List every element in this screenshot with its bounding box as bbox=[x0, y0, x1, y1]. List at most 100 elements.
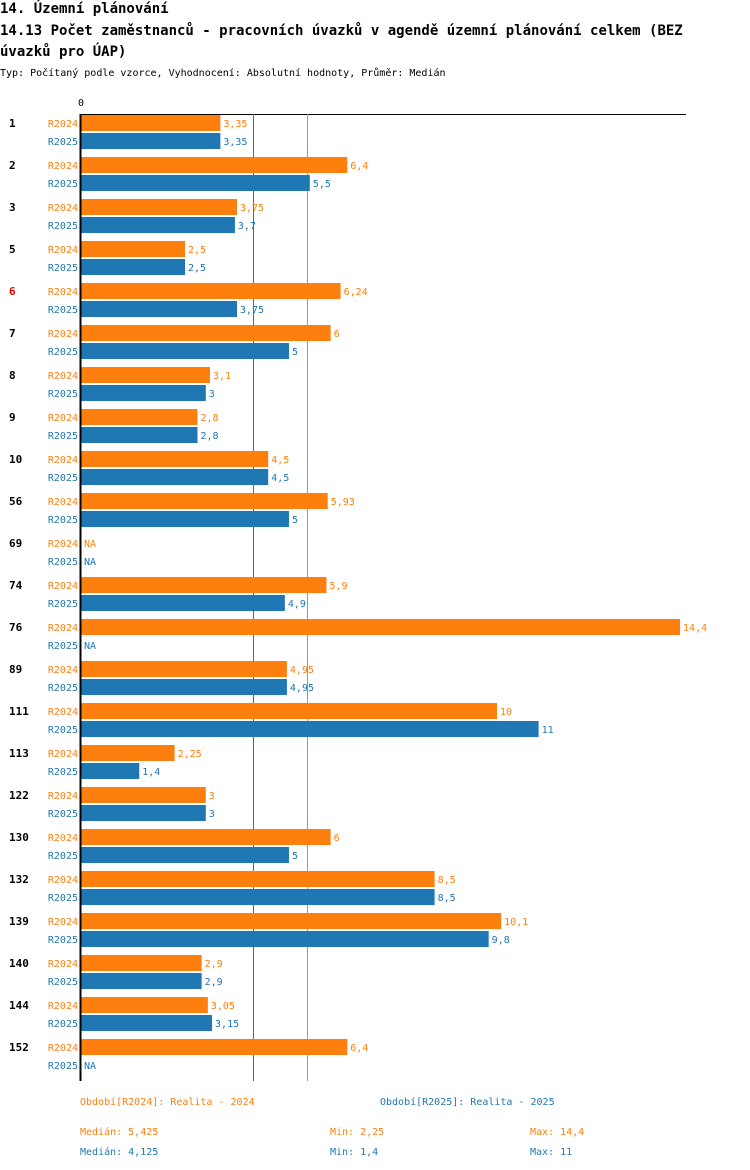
series-label-r2025: R2025 bbox=[48, 305, 78, 316]
category-label: 3 bbox=[9, 201, 16, 214]
value-label-r2024: 2,8 bbox=[200, 413, 218, 424]
value-label-r2025: 2,9 bbox=[205, 977, 223, 988]
bar-r2024 bbox=[81, 283, 341, 299]
value-label-r2025: 11 bbox=[542, 725, 554, 736]
category-label: 7 bbox=[9, 327, 16, 340]
value-label-r2024: 5,93 bbox=[331, 497, 355, 508]
series-label-r2024: R2024 bbox=[48, 665, 78, 676]
value-label-r2025: 4,5 bbox=[271, 473, 289, 484]
value-label-r2025: 3,35 bbox=[223, 137, 247, 148]
category-label: 6 bbox=[9, 285, 16, 298]
bar-r2025 bbox=[81, 889, 435, 905]
bar-chart: 0 1 R2024 3,35 R2025 3,35 2 R2024 6,4 R2025 5,5 3 R2… bbox=[9, 98, 707, 1081]
series-label-r2024: R2024 bbox=[48, 287, 78, 298]
value-label-r2025: 3 bbox=[209, 389, 215, 400]
bar-r2024 bbox=[81, 787, 206, 803]
series-label-r2025: R2025 bbox=[48, 851, 78, 862]
value-label-r2024: 2,5 bbox=[188, 245, 206, 256]
legend-r2025: Období[R2025]: Realita - 2025 bbox=[380, 1097, 555, 1108]
value-label-r2025: 3,7 bbox=[238, 221, 256, 232]
legend-r2024: Období[R2024]: Realita - 2024 bbox=[80, 1097, 255, 1108]
category-label: 2 bbox=[9, 159, 16, 172]
value-label-r2024: 6,4 bbox=[350, 1043, 368, 1054]
value-label-r2024: 14,4 bbox=[683, 623, 707, 634]
series-label-r2025: R2025 bbox=[48, 1019, 78, 1030]
value-label-r2024: 10 bbox=[500, 707, 512, 718]
bar-r2024 bbox=[81, 745, 175, 761]
value-label-r2025: 2,8 bbox=[200, 431, 218, 442]
series-label-r2025: R2025 bbox=[48, 179, 78, 190]
bar-r2025 bbox=[81, 847, 289, 863]
series-label-r2024: R2024 bbox=[48, 203, 78, 214]
category-label: 89 bbox=[9, 663, 22, 676]
category-label: 139 bbox=[9, 915, 29, 928]
category-label: 5 bbox=[9, 243, 16, 256]
bar-r2024 bbox=[81, 955, 202, 971]
bar-r2025 bbox=[81, 931, 489, 947]
stat-min-r2024: Min: 2,25 bbox=[330, 1127, 385, 1138]
series-label-r2025: R2025 bbox=[48, 431, 78, 442]
series-label-r2024: R2024 bbox=[48, 1001, 78, 1012]
bar-r2024 bbox=[81, 997, 208, 1013]
category-label: 132 bbox=[9, 873, 29, 886]
bar-r2025 bbox=[81, 259, 185, 275]
category-label: 8 bbox=[9, 369, 16, 382]
bar-r2025 bbox=[81, 973, 202, 989]
value-label-r2024: 2,9 bbox=[205, 959, 223, 970]
page-title: 14. Územní plánování bbox=[0, 1, 169, 17]
chart-meta: Typ: Počítaný podle vzorce, Vyhodnocení:… bbox=[0, 68, 446, 79]
value-label-r2024: 6 bbox=[334, 833, 340, 844]
series-label-r2025: R2025 bbox=[48, 683, 78, 694]
value-label-r2024: 3 bbox=[209, 791, 215, 802]
bar-r2025 bbox=[81, 175, 310, 191]
value-label-r2025: 5 bbox=[292, 347, 298, 358]
series-label-r2024: R2024 bbox=[48, 749, 78, 760]
bar-r2025 bbox=[81, 511, 289, 527]
bar-r2024 bbox=[81, 577, 327, 593]
bar-r2025 bbox=[81, 301, 237, 317]
bar-r2025 bbox=[81, 427, 198, 443]
stat-median-r2025: Medián: 4,125 bbox=[80, 1147, 159, 1158]
bar-r2024 bbox=[81, 451, 269, 467]
series-label-r2024: R2024 bbox=[48, 455, 78, 466]
bar-r2024 bbox=[81, 913, 502, 929]
series-label-r2024: R2024 bbox=[48, 707, 78, 718]
bar-r2024 bbox=[81, 115, 221, 131]
category-label: 76 bbox=[9, 621, 23, 634]
series-label-r2025: R2025 bbox=[48, 515, 78, 526]
value-label-r2025: 3 bbox=[209, 809, 215, 820]
value-label-r2025: 8,5 bbox=[438, 893, 456, 904]
value-label-r2024: 3,1 bbox=[213, 371, 231, 382]
series-label-r2024: R2024 bbox=[48, 623, 78, 634]
value-label-r2025: 3,75 bbox=[240, 305, 264, 316]
bar-r2024 bbox=[81, 241, 185, 257]
value-label-r2025: 3,15 bbox=[215, 1019, 239, 1030]
series-label-r2024: R2024 bbox=[48, 833, 78, 844]
bar-r2025 bbox=[81, 217, 235, 233]
value-label-r2025: 4,95 bbox=[290, 683, 314, 694]
bar-r2025 bbox=[81, 133, 221, 149]
value-label-r2024: 8,5 bbox=[438, 875, 456, 886]
stat-max-r2024: Max: 14,4 bbox=[530, 1127, 585, 1138]
series-label-r2024: R2024 bbox=[48, 581, 78, 592]
value-label-r2024: 4,5 bbox=[271, 455, 289, 466]
series-label-r2024: R2024 bbox=[48, 1043, 78, 1054]
series-label-r2025: R2025 bbox=[48, 263, 78, 274]
value-label-r2024: 4,95 bbox=[290, 665, 314, 676]
value-label-r2025: 9,8 bbox=[492, 935, 510, 946]
bar-r2024 bbox=[81, 619, 681, 635]
value-label-r2025: 5 bbox=[292, 515, 298, 526]
value-label-r2025: 1,4 bbox=[142, 767, 160, 778]
series-label-r2025: R2025 bbox=[48, 1061, 78, 1072]
bar-r2025 bbox=[81, 469, 269, 485]
chart-subtitle: 14.13 Počet zaměstnanců - pracovních úva… bbox=[0, 23, 683, 60]
stat-min-r2025: Min: 1,4 bbox=[330, 1147, 379, 1158]
series-label-r2025: R2025 bbox=[48, 389, 78, 400]
bar-r2024 bbox=[81, 871, 435, 887]
value-label-r2024: 3,05 bbox=[211, 1001, 235, 1012]
value-label-r2024: 6,4 bbox=[350, 161, 368, 172]
series-label-r2024: R2024 bbox=[48, 875, 78, 886]
series-label-r2025: R2025 bbox=[48, 473, 78, 484]
bar-r2024 bbox=[81, 157, 348, 173]
category-label: 122 bbox=[9, 789, 29, 802]
